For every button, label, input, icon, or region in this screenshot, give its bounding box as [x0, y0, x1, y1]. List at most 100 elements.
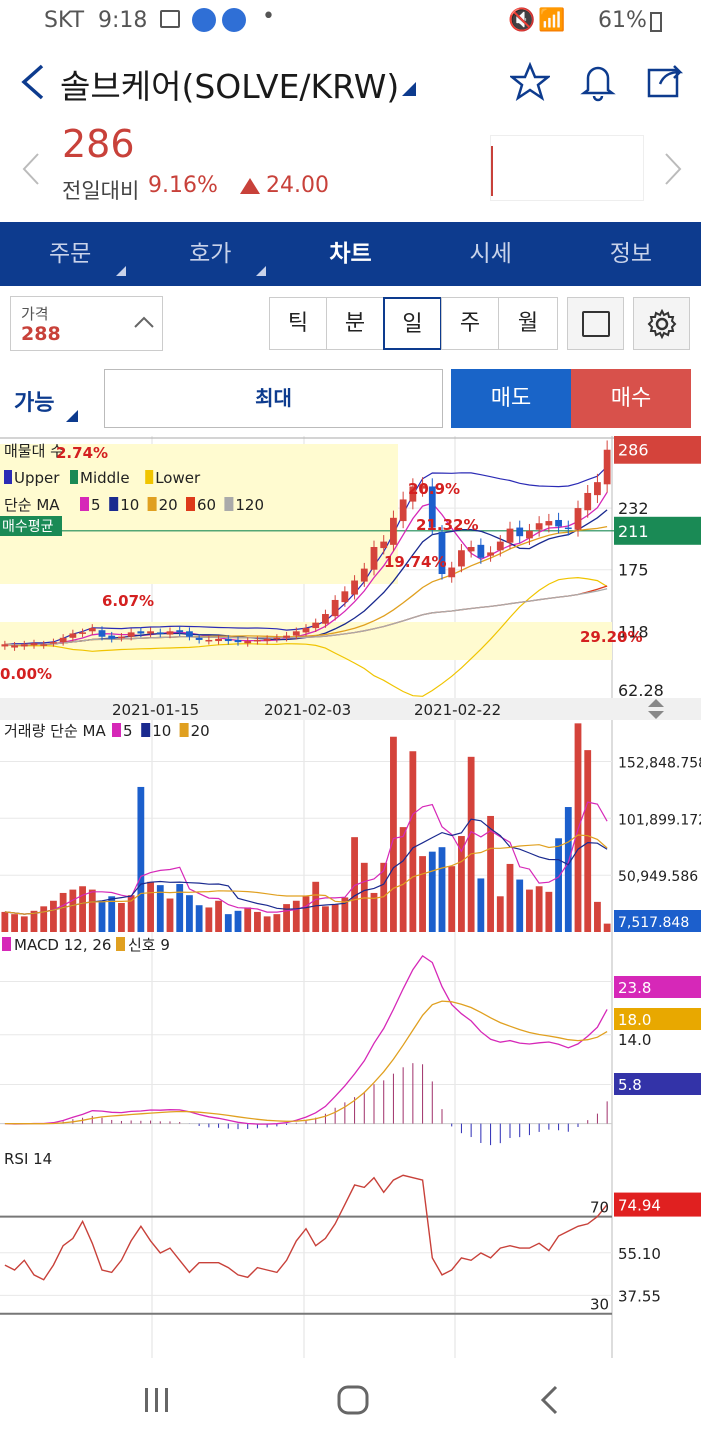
volume-bar [176, 884, 184, 932]
back-nav-icon[interactable] [538, 1384, 560, 1416]
tab-quotes[interactable]: 시세 [469, 241, 512, 267]
volume-bar [127, 895, 135, 932]
candlestick-chart[interactable]: 286 232 211 175 118 62.28 매물대 수 Upper Middle Lowe… [0, 436, 701, 1358]
home-icon[interactable] [336, 1384, 370, 1416]
candle-body [147, 631, 154, 634]
volume-bar [166, 898, 174, 932]
candle-body [108, 635, 116, 639]
bell-icon[interactable] [580, 60, 616, 102]
next-market-icon[interactable] [664, 152, 682, 186]
system-nav-bar [0, 1360, 701, 1440]
share-icon[interactable] [646, 62, 686, 100]
tab-order[interactable]: 주문 [0, 222, 140, 286]
volume-bar [448, 866, 456, 932]
legend-ma-label: 5 [91, 496, 101, 514]
candle-body [166, 631, 174, 635]
macd-tick-label: 14.0 [618, 1031, 651, 1049]
period-month-button[interactable]: 월 [498, 297, 558, 350]
volume-legend-prefix: 거래량 단순 MA [4, 722, 106, 740]
volume-bar [380, 862, 388, 932]
rsi-line [4, 1174, 608, 1281]
legend-bb-label: Upper [14, 469, 60, 487]
settings-button[interactable] [633, 297, 690, 350]
rsi-legend-label: RSI 14 [4, 1150, 52, 1168]
rsi-last-tag [614, 1192, 701, 1217]
price-selector[interactable]: 가격 288 [10, 296, 163, 351]
candle-body [224, 638, 232, 642]
market-title[interactable]: 솔브케어(SOLVE/KRW) [60, 67, 400, 106]
volume-bar [156, 885, 164, 932]
candle-body [1, 644, 9, 647]
price-annotation: 29.20% [580, 628, 642, 646]
volume-bar [118, 902, 125, 932]
legend-swatch [186, 497, 195, 511]
available-dropdown[interactable]: 가능 [14, 391, 55, 416]
candle-body [526, 530, 533, 539]
sell-button[interactable]: 매도 [451, 369, 571, 428]
volume-bar [351, 837, 358, 932]
legend-bb-label: Middle [80, 469, 130, 487]
current-price: 286 [62, 122, 135, 166]
legend-ma-label: 120 [235, 496, 264, 514]
volume-bar [234, 910, 242, 932]
period-day-button[interactable]: 일 [383, 297, 442, 350]
macd-signal-line [4, 1000, 608, 1125]
price-annotation: 20.9% [408, 480, 460, 498]
volume-bar [477, 878, 485, 932]
legend-swatch [2, 937, 11, 951]
candle-body [234, 639, 242, 643]
volume-bar [30, 910, 38, 932]
volume-bar [147, 881, 154, 932]
volume-bar [98, 900, 106, 932]
tab-info[interactable]: 정보 [609, 241, 653, 267]
volume-bar [11, 914, 18, 932]
volume-bar [526, 889, 533, 932]
volume-legend-label: 20 [191, 722, 210, 740]
volume-bar [69, 889, 77, 932]
recent-apps-icon[interactable] [142, 1386, 172, 1414]
volume-profile-label: 매물대 수 [4, 442, 64, 460]
scroll-up-icon [648, 699, 664, 707]
title-dropdown-icon[interactable] [402, 82, 418, 96]
app-notif-icon [192, 8, 216, 32]
period-week-button[interactable]: 주 [441, 297, 499, 350]
candle-body [11, 645, 18, 648]
date-tick-label: 2021-01-15 [112, 701, 199, 719]
candle-body [244, 641, 252, 644]
quantity-max-button[interactable]: 최대 [104, 369, 443, 428]
candle-body [448, 567, 456, 578]
period-tick-button[interactable]: 틱 [269, 297, 327, 350]
volume-legend-label: 10 [152, 722, 171, 740]
volume-bar [487, 815, 494, 932]
tab-orderbook-indicator-icon [256, 266, 267, 276]
volume-tick-label: 101,899.172 [618, 812, 701, 828]
volume-tick-label: 50,949.586 [618, 869, 698, 885]
price-annotation: 6.07% [102, 592, 154, 610]
available-dropdown-icon[interactable] [66, 410, 78, 422]
fullscreen-button[interactable] [567, 297, 624, 350]
volume-tick-label: 7,517.848 [618, 915, 689, 931]
tab-orderbook[interactable]: 호가 [140, 222, 280, 286]
buy-button[interactable]: 매수 [571, 369, 691, 428]
volume-legend-label: 5 [123, 722, 133, 740]
volume-bar [137, 786, 145, 932]
legend-bb-label: Lower [155, 469, 201, 487]
prev-market-icon[interactable] [22, 152, 40, 186]
rsi-tick-label: 55.10 [618, 1245, 661, 1263]
volume-bar [263, 916, 271, 932]
candle-body [20, 644, 28, 647]
legend-swatch [145, 470, 154, 484]
candle-body [176, 630, 184, 633]
price-tick-label: 286 [618, 441, 649, 460]
candle-body [205, 639, 213, 642]
candle-body [30, 643, 38, 646]
legend-swatch [224, 497, 234, 511]
tab-chart[interactable]: 차트 [329, 241, 372, 267]
volume-bar [254, 911, 261, 932]
candle-body [516, 527, 524, 537]
period-minute-button[interactable]: 분 [326, 297, 384, 350]
candle-body [88, 628, 96, 632]
back-icon[interactable] [18, 62, 48, 102]
favorite-star-icon[interactable] [510, 62, 550, 102]
volume-bar [370, 892, 378, 932]
